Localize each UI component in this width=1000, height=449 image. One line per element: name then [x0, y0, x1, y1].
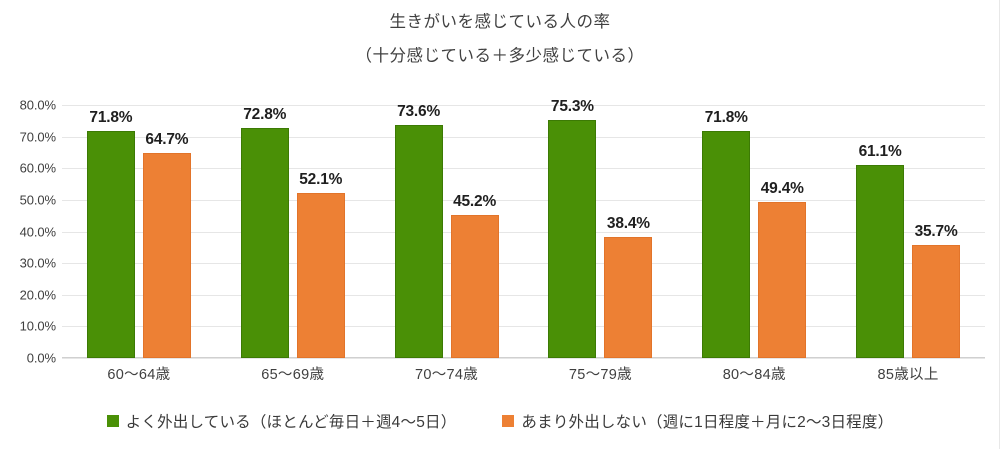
bar-slot: 71.8% [86, 105, 135, 358]
x-axis-category-label: 80〜84歳 [722, 367, 786, 383]
chart-subtitle: （十分感じている＋多少感じている） [355, 46, 645, 65]
gridline [62, 294, 985, 296]
bar-value-label: 45.2% [453, 193, 497, 211]
bar-value-label: 71.8% [704, 108, 748, 126]
gridline [62, 326, 985, 328]
bar-value-label: 49.4% [760, 179, 804, 197]
x-axis: 60〜64歳 65〜69歳 70〜74歳 75〜79歳 80〜84歳 85歳以上 [62, 363, 985, 384]
bar[interactable] [702, 130, 751, 358]
bar-slot: 49.4% [758, 105, 807, 358]
x-axis-category-label: 70〜74歳 [415, 367, 479, 383]
x-axis-category-label: 75〜79歳 [568, 367, 632, 383]
legend-item[interactable]: よく外出している（ほとんど毎日＋週4〜5日） [106, 410, 457, 432]
bar[interactable] [548, 119, 597, 358]
axis-baseline [62, 357, 985, 358]
bar-slot: 45.2% [450, 105, 499, 358]
y-axis-tick-label: 80.0% [19, 97, 56, 113]
plot-area [62, 105, 985, 359]
gridline [62, 105, 985, 106]
chart-title: 生きがいを感じている人の率 [389, 13, 611, 31]
bar[interactable] [296, 193, 345, 358]
gridlines [62, 105, 985, 359]
bar-value-label: 71.8% [89, 108, 133, 126]
x-axis-category-label: 60〜64歳 [107, 367, 171, 383]
gridline [62, 136, 985, 138]
bar-group: 73.6% 45.2% [370, 103, 524, 358]
bar-slot: 38.4% [604, 105, 653, 358]
bar-value-label: 52.1% [299, 171, 343, 189]
bar-group: 71.8% 49.4% [677, 105, 831, 358]
gridline [62, 231, 985, 233]
bar[interactable] [142, 153, 191, 358]
chart-legend: よく外出している（ほとんど毎日＋週4〜5日） あまり外出しない（週に1日程度＋月に… [0, 410, 1000, 432]
gridline [62, 263, 985, 265]
y-axis: 80.0% 70.0% 60.0% 50.0% 40.0% 30.0% 20.0% 10.0%… [0, 98, 56, 366]
bar-group: 75.3% 38.4% [523, 98, 677, 358]
bar-slot: 73.6% [394, 103, 443, 358]
bar-slot: 52.1% [296, 105, 345, 358]
bar[interactable] [758, 201, 807, 358]
bar-slot: 64.7% [142, 105, 191, 358]
bar-value-label: 64.7% [145, 131, 189, 149]
y-axis-tick-label: 10.0% [19, 318, 56, 334]
bar[interactable] [856, 164, 905, 358]
bar-value-label: 61.1% [858, 142, 902, 160]
bar[interactable] [86, 130, 135, 358]
bar-slot: 71.8% [702, 105, 751, 358]
bar[interactable] [912, 245, 961, 358]
legend-label: あまり外出しない（週に1日程度＋月に2〜3日程度） [521, 414, 894, 431]
legend-item[interactable]: あまり外出しない（週に1日程度＋月に2〜3日程度） [502, 410, 893, 432]
x-axis-category-label: 65〜69歳 [261, 367, 325, 383]
y-axis-tick-label: 30.0% [19, 255, 56, 271]
y-axis-tick-label: 70.0% [19, 129, 56, 145]
legend-label: よく外出している（ほとんど毎日＋週4〜5日） [125, 414, 457, 431]
bar-value-label: 73.6% [397, 103, 441, 121]
y-axis-tick-label: 50.0% [19, 192, 56, 208]
legend-swatch-icon [502, 415, 515, 427]
bar[interactable] [394, 125, 443, 358]
bar-group: 72.8% 52.1% [216, 105, 370, 358]
gridline [62, 199, 985, 201]
bar-group: 61.1% 35.7% [831, 105, 985, 358]
gridline [62, 358, 985, 359]
bar-group: 71.8% 64.7% [62, 105, 216, 358]
bar-slot: 72.8% [240, 105, 289, 358]
title-block: 生きがいを感じている人の率 （十分感じている＋多少感じている） [0, 10, 1000, 69]
gridline [62, 168, 985, 170]
y-axis-tick-label: 40.0% [19, 224, 56, 239]
bar-slot: 61.1% [856, 105, 905, 358]
y-axis-tick-label: 0.0% [26, 350, 56, 366]
y-axis-tick-label: 20.0% [19, 287, 56, 303]
bar-value-label: 35.7% [914, 223, 958, 241]
legend-swatch-icon [106, 415, 119, 427]
bar[interactable] [240, 127, 289, 358]
bars-layer: 71.8% 64.7% 72.8% 52.1% 73.6% 45.2% 75.3% 38.4%… [62, 98, 985, 358]
bar-slot: 35.7% [912, 105, 961, 358]
bar[interactable] [604, 236, 653, 358]
bar[interactable] [450, 215, 499, 358]
x-axis-category-label: 85歳以上 [877, 367, 939, 383]
y-axis-tick-label: 60.0% [19, 160, 56, 176]
bar-value-label: 75.3% [550, 97, 594, 115]
bar-value-label: 38.4% [606, 214, 650, 232]
bar-slot: 75.3% [548, 98, 597, 358]
bar-value-label: 72.8% [243, 105, 287, 123]
